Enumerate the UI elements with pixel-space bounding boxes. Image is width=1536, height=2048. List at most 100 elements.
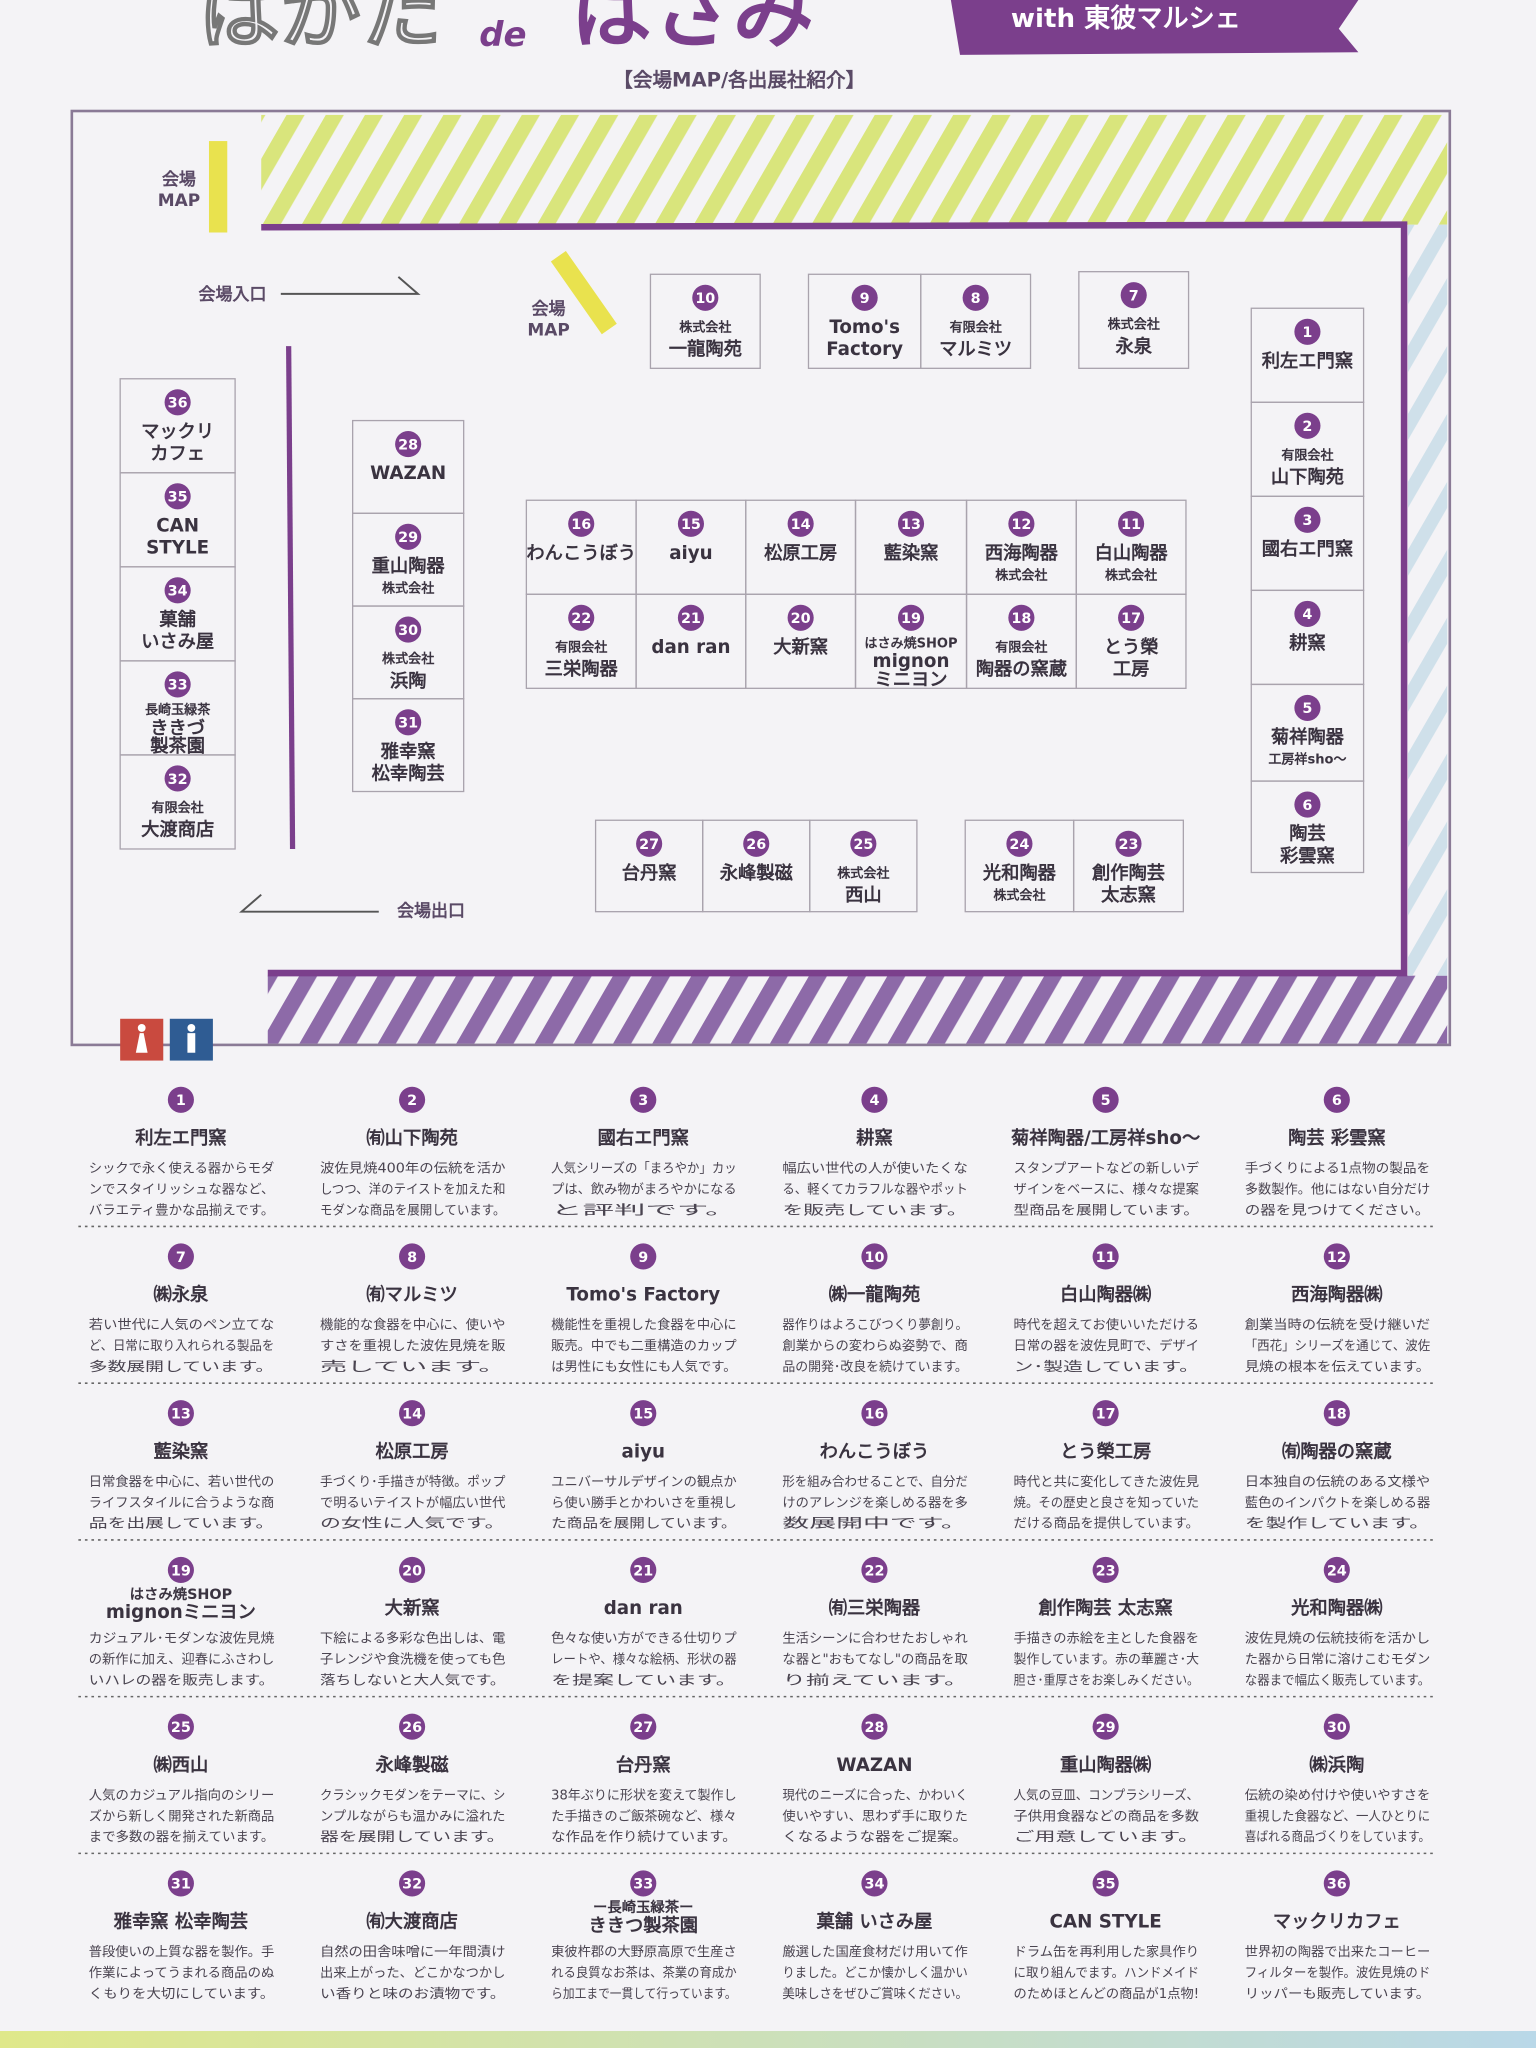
booth-name: 國右エ門窯 — [1262, 538, 1353, 560]
exhibitor-number: 2 — [407, 1093, 417, 1109]
exhibitor-desc: 作業によってうまれる商品のぬ — [89, 1965, 274, 1981]
booth-name: 白山陶器 — [1095, 542, 1169, 564]
booth-name: 有限会社 — [995, 639, 1047, 655]
map-label: 会場 — [532, 299, 566, 320]
booth-number: 11 — [1121, 517, 1141, 533]
booth-number: 22 — [571, 611, 591, 627]
exhibitor-number: 23 — [1096, 1563, 1116, 1579]
exhibitor-desc: シックで永く使える器からモダ — [89, 1160, 274, 1176]
map-frame — [70, 109, 1452, 1047]
exhibitor-number: 19 — [171, 1563, 191, 1579]
booth-badge — [164, 577, 191, 604]
exhibitor-desc: 波佐見焼400年の伝統を活か — [320, 1161, 505, 1176]
exit-arrow — [239, 893, 379, 913]
exhibitor-desc: 品を出展しています。 — [89, 1517, 274, 1532]
exhibitor-desc: 製作しています。赤の華麗さ･大 — [1014, 1653, 1199, 1668]
exhibitor-number: 30 — [1327, 1720, 1347, 1736]
booth-name: CAN — [156, 515, 199, 536]
exhibitor-desc: ユニバーサルデザインの観点か — [551, 1474, 736, 1490]
exhibitor-number: 1 — [176, 1093, 186, 1109]
exhibitor-name: 陶芸 彩雲窯 — [1288, 1127, 1386, 1149]
booth-name: 株式会社 — [995, 568, 1047, 584]
exhibitor-desc: ご用意しています。 — [1014, 1829, 1199, 1845]
booth-name: マルミツ — [939, 339, 1012, 360]
booth-number: 1 — [1302, 325, 1312, 341]
exhibitor-number: 24 — [1327, 1563, 1347, 1579]
exhibitor-desc: な作品を作り続けています。 — [551, 1830, 736, 1845]
exhibitor-badge — [399, 1400, 426, 1427]
exhibitor-desc: 子レンジや食洗機を使っても色 — [320, 1652, 505, 1668]
map-board — [550, 250, 617, 335]
exhibitor-desc: プは、飲み物がまろやかになる — [551, 1182, 736, 1197]
exhibitor-name: dan ran — [604, 1598, 683, 1619]
booth-name: 光和陶器 — [982, 862, 1057, 884]
exhibitor-prefix: はさみ焼SHOP — [130, 1585, 233, 1603]
booth-name: 株式会社 — [679, 319, 731, 335]
stripe-right — [1408, 224, 1448, 976]
booth-number: 15 — [681, 517, 701, 533]
exhibitor-desc: 日本独自の伝統のある文様や — [1245, 1475, 1430, 1490]
exhibitor-number: 27 — [633, 1720, 653, 1736]
exhibitor-desc: に取り組んでます。ハンドメイド — [1014, 1966, 1199, 1981]
exhibitor-desc: 人気シリーズの「まろやか」カッ — [551, 1160, 736, 1176]
title-right: はさみ — [571, 0, 814, 60]
exhibitor-desc: 人気のカジュアル指向のシリー — [89, 1787, 274, 1803]
exhibitor-name: 菊祥陶器/工房祥sho～ — [1011, 1127, 1200, 1149]
booth-name: STYLE — [146, 538, 209, 559]
exhibitor-badge — [630, 1713, 657, 1740]
exhibitor-desc: 重視した食器など、一人ひとりに — [1245, 1808, 1430, 1824]
exhibitor-desc: り揃えています。 — [782, 1673, 967, 1688]
exhibitor-badge — [861, 1243, 888, 1270]
booth-number: 20 — [791, 611, 811, 627]
exhibitor-desc: た器から日常に溶けこむモダン — [1245, 1653, 1430, 1668]
map-label: 会場 — [162, 169, 196, 190]
exhibitor-name: 松原工房 — [376, 1440, 449, 1462]
map-label: MAP — [527, 320, 569, 340]
booth-name: 菊祥陶器 — [1271, 726, 1345, 748]
booth-name: mignon — [873, 651, 950, 672]
exhibitor-number: 32 — [402, 1877, 422, 1893]
booth — [1250, 780, 1365, 874]
exhibitor-desc: 厳選した国産食材だけ用いて作 — [782, 1945, 967, 1960]
booth-name: 台丹窯 — [622, 862, 677, 884]
exit-label: 会場出口 — [397, 901, 465, 922]
booth-badge — [787, 510, 814, 537]
exhibitor-badge — [167, 1870, 194, 1897]
exhibitor-desc: スタンプアートなどの新しいデ — [1014, 1160, 1199, 1176]
exhibitor-number: 26 — [402, 1720, 422, 1736]
booth-number: 19 — [901, 611, 921, 627]
booth-badge — [850, 830, 877, 857]
exhibitor-desc: 器作りはよろこびつくり夢創り。 — [782, 1318, 967, 1333]
exhibitor-desc: を販売しています。 — [782, 1202, 967, 1218]
booth-number: 2 — [1302, 419, 1312, 435]
booth-name: 耕窯 — [1289, 632, 1326, 654]
exhibitor-badge — [1092, 1556, 1119, 1584]
exhibitor-name: 利左エ門窯 — [135, 1127, 226, 1149]
exhibitor-badge — [167, 1400, 194, 1427]
exhibitor-desc: くもりを大切にしています。 — [89, 1987, 274, 2002]
exhibitor-badge — [1323, 1870, 1350, 1897]
exhibitor-badge — [399, 1086, 426, 1113]
exhibitor-desc: カジュアル･モダンな波佐見焼 — [89, 1632, 274, 1647]
exhibitor-badge — [399, 1713, 426, 1740]
exhibitor-desc: な器と"おもてなし"の商品を取 — [782, 1652, 967, 1668]
exhibitor-desc: 型商品を展開しています。 — [1014, 1202, 1199, 1218]
booth-name: 浜陶 — [390, 670, 427, 692]
exhibitor-number: 7 — [176, 1250, 186, 1266]
booth-badge — [1294, 318, 1321, 345]
booth-badge — [1008, 510, 1035, 537]
exhibitor-desc: た商品を展開しています。 — [551, 1516, 736, 1532]
booth-badge — [962, 284, 989, 311]
booth-number: 30 — [398, 623, 418, 639]
exhibitor-desc: 胆さ･重厚さをお楽しみください。 — [1014, 1672, 1199, 1688]
exhibitor-badge — [399, 1556, 426, 1584]
exhibitor-number: 9 — [638, 1250, 648, 1266]
booth-number: 31 — [398, 716, 418, 732]
exhibitor-badge — [630, 1400, 657, 1427]
exhibitor-desc: 創業当時の伝統を受け継いだ — [1245, 1317, 1430, 1333]
exhibitor-name: わんこうぼう — [820, 1441, 930, 1462]
booth — [964, 819, 1075, 913]
booth-number: 18 — [1011, 611, 1031, 627]
booth-name: 西海陶器 — [985, 542, 1059, 564]
